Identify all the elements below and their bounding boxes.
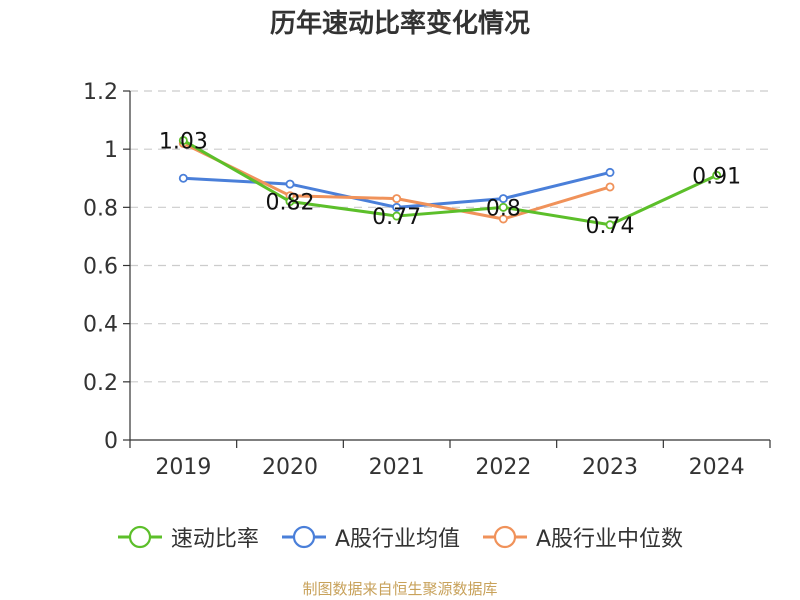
x-tick-label: 2020 (262, 455, 318, 480)
data-point (605, 220, 615, 230)
data-label: 1.03 (159, 129, 208, 154)
data-point (498, 214, 508, 224)
line-chart: 历年速动比率变化情况 0 0.2 0.4 0.6 0.8 1 1.2 2019 2020 2021 2… (83, 8, 771, 480)
data-point (285, 197, 295, 207)
legend-item[interactable]: 速动比率 (117, 521, 259, 553)
legend-item[interactable]: A股行业中位数 (482, 521, 683, 553)
y-tick-label: 0.4 (83, 313, 118, 338)
x-tick-label: 2021 (369, 455, 425, 480)
y-tick-label: 0.8 (83, 196, 118, 221)
data-point (392, 211, 402, 221)
legend: 速动比率 A股行业均值 A股行业中位数 (0, 520, 800, 554)
data-point (392, 194, 402, 204)
series-line (182, 139, 718, 227)
data-point (178, 173, 188, 183)
data-label: 0.77 (372, 205, 421, 230)
data-label: 0.74 (586, 214, 635, 239)
data-point (498, 202, 508, 212)
legend-swatch (483, 525, 527, 549)
data-point (178, 135, 188, 145)
legend-label: 速动比率 (170, 527, 259, 552)
legend-swatch (117, 525, 162, 549)
legend-item[interactable]: A股行业均值 (281, 521, 460, 553)
y-tick-label: 0.2 (83, 371, 118, 396)
data-point (712, 170, 722, 180)
data-source-note: 制图数据来自恒生聚源数据库 (302, 580, 498, 598)
data-label: 0.8 (486, 196, 521, 221)
data-point (285, 179, 295, 189)
x-tick-label: 2023 (582, 455, 638, 480)
data-point (392, 202, 402, 212)
y-tick-label: 1.2 (83, 80, 118, 105)
y-tick-label: 1 (104, 138, 118, 163)
y-tick-label: 0 (104, 429, 118, 454)
legend-swatch (281, 525, 326, 549)
legend-label: A股行业均值 (334, 527, 460, 552)
legend-label: A股行业中位数 (536, 527, 684, 552)
data-point (498, 194, 508, 204)
x-tick-label: 2022 (475, 455, 531, 480)
data-label: 0.82 (266, 191, 315, 216)
y-tick-label: 0.6 (83, 255, 118, 280)
x-tick-label: 2024 (689, 455, 745, 480)
x-tick-label: 2019 (155, 455, 211, 480)
data-point (605, 167, 615, 177)
data-label: 0.91 (692, 164, 741, 189)
chart-title: 历年速动比率变化情况 (270, 8, 530, 39)
data-point (605, 182, 615, 192)
